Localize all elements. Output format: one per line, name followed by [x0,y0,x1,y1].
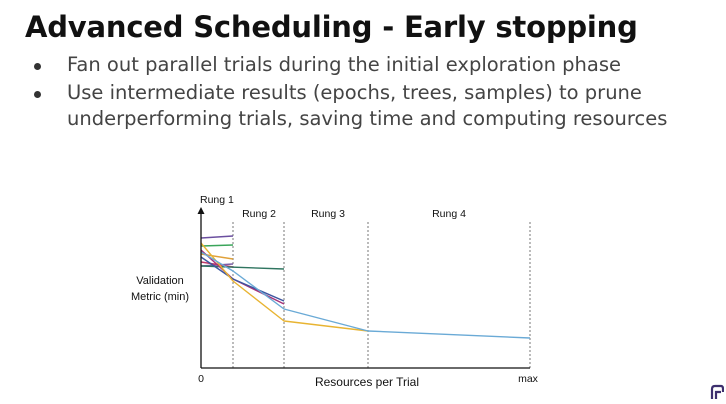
trial-curve [200,251,531,339]
y-axis-label: Validation [136,275,184,287]
trial-curve [200,256,285,302]
x-axis-origin-label: 0 [198,373,204,385]
bullet-item: Fan out parallel trials during the initi… [30,52,720,78]
rung-label: Rung 4 [432,208,466,220]
rung-label: Rung 1 [200,194,234,206]
y-axis-arrow-icon [197,207,205,214]
slide-title: Advanced Scheduling - Early stopping [25,10,638,44]
bullet-text: Use intermediate results (epochs, trees,… [67,81,668,130]
x-axis-max-label: max [518,373,539,385]
bullet-dot-icon [34,63,41,70]
rung-label: Rung 3 [311,208,345,220]
bullet-list: Fan out parallel trials during the initi… [30,52,720,134]
trial-curve [200,265,285,270]
trial-curve [200,235,234,239]
brand-logo-icon [710,384,724,399]
trial-curve [200,244,234,247]
rung-label: Rung 2 [242,208,276,220]
trial-curves [200,235,531,339]
x-axis-label: Resources per Trial [315,375,419,389]
bullet-item: Use intermediate results (epochs, trees,… [30,80,720,132]
bullet-text: Fan out parallel trials during the initi… [67,53,622,76]
y-axis-label: Metric (min) [131,291,189,303]
bullet-dot-icon [34,91,41,98]
